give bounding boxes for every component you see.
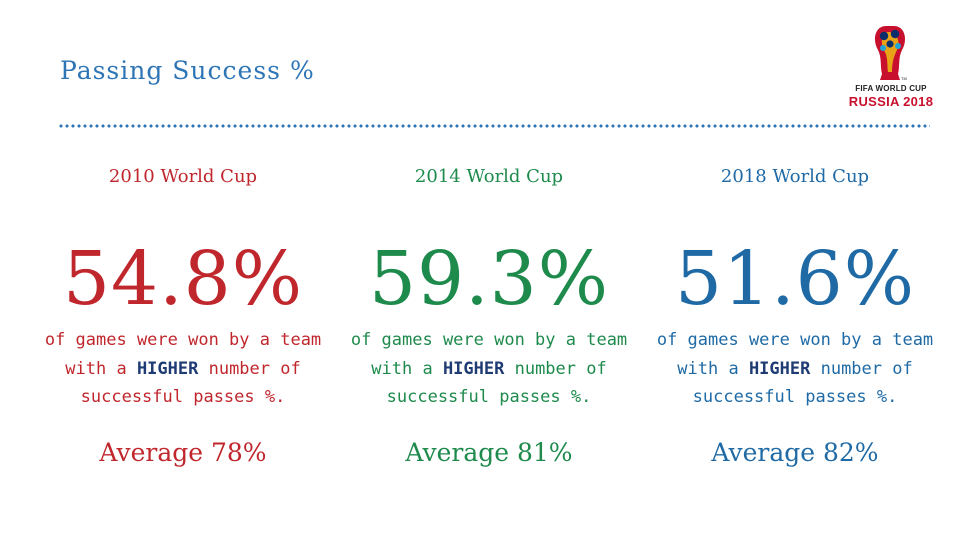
column-2010: 2010 World Cup 54.8% of games were won b… [30,162,336,470]
average-value: Average 78% [99,437,267,467]
average-value: Average 82% [711,437,879,467]
page-title: Passing Success % [60,56,315,85]
column-heading: 2010 World Cup [108,166,258,187]
dotted-divider [58,123,930,129]
column-heading: 2018 World Cup [720,166,870,187]
highlight-higher: HIGHER [136,358,199,379]
win-percentage: 54.8% [62,236,304,322]
highlight-higher: HIGHER [748,358,811,379]
logo-text-fifa: FIFA WORLD CUP [855,84,927,93]
column-2014: 2014 World Cup 59.3% of games were won b… [336,162,642,470]
column-heading: 2014 World Cup [414,166,564,187]
highlight-higher: HIGHER [442,358,505,379]
trademark-mark: TM [901,76,907,81]
average-value: Average 81% [405,437,573,467]
trophy-emblem-icon: TM [874,26,907,81]
column-2018: 2018 World Cup 51.6% of games were won b… [642,162,948,470]
logo-text-russia: RUSSIA 2018 [848,94,934,109]
world-cup-logo: TM FIFA WORLD CUP RUSSIA 2018 [842,22,940,114]
win-description: of games were won by a team with a HIGHE… [44,330,322,407]
win-percentage: 51.6% [674,236,916,322]
win-description: of games were won by a team with a HIGHE… [656,330,934,407]
win-percentage: 59.3% [368,236,610,322]
win-description: of games were won by a team with a HIGHE… [350,330,628,407]
